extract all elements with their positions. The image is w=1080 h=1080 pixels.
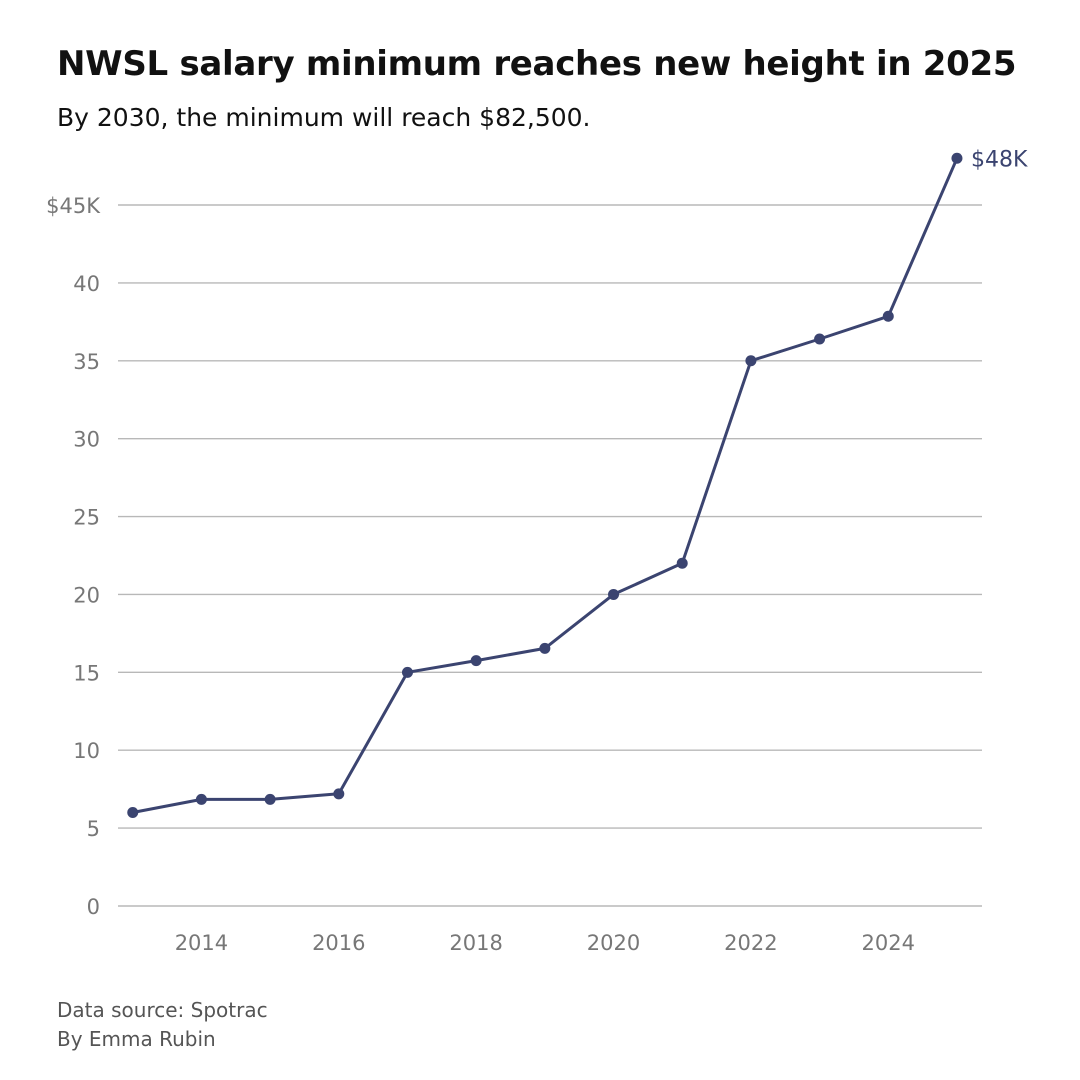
data-source-note: Data source: Spotrac <box>57 998 268 1022</box>
data-series <box>127 152 963 819</box>
end-value-label: $48K <box>971 147 1028 172</box>
data-point-2022 <box>745 355 757 367</box>
data-point-2014 <box>195 793 207 805</box>
data-point-2013 <box>127 807 139 819</box>
x-tick-label-2020: 2020 <box>587 931 640 955</box>
x-tick-label-2014: 2014 <box>175 931 228 955</box>
data-point-2020 <box>608 588 620 600</box>
y-axis-tick-labels: 0 5 10 15 20 25 30 35 40 $45K <box>46 194 101 919</box>
data-point-2019 <box>539 642 551 654</box>
x-tick-label-2018: 2018 <box>449 931 502 955</box>
y-tick-label-5: 5 <box>87 817 100 841</box>
data-point-2023 <box>814 333 826 345</box>
y-tick-label-35: 35 <box>73 350 100 374</box>
y-tick-label-10: 10 <box>73 739 100 763</box>
data-point-2015 <box>264 793 276 805</box>
data-labels: $48K <box>971 147 1028 172</box>
y-tick-label-30: 30 <box>73 428 100 452</box>
x-tick-label-2022: 2022 <box>724 931 777 955</box>
data-point-2021 <box>676 557 688 569</box>
x-tick-label-2016: 2016 <box>312 931 365 955</box>
y-tick-label-45: $45K <box>46 194 101 218</box>
data-point-2025 <box>951 152 963 164</box>
y-tick-label-25: 25 <box>73 506 100 530</box>
grid-lines <box>118 204 982 907</box>
y-tick-label-40: 40 <box>73 272 100 296</box>
series-line <box>131 156 959 814</box>
y-tick-label-0: 0 <box>87 895 100 919</box>
y-tick-label-15: 15 <box>73 661 100 685</box>
y-tick-label-20: 20 <box>73 583 100 607</box>
data-point-2024 <box>882 310 894 322</box>
data-point-2017 <box>401 666 413 678</box>
data-point-2016 <box>333 788 345 800</box>
chart-title: NWSL salary minimum reaches new height i… <box>57 44 1017 84</box>
x-axis-tick-labels: 2014 2016 2018 2020 2022 2024 <box>175 931 915 955</box>
chart-subtitle: By 2030, the minimum will reach $82,500. <box>57 103 591 132</box>
data-point-2018 <box>470 655 482 667</box>
byline: By Emma Rubin <box>57 1027 216 1051</box>
x-tick-label-2024: 2024 <box>862 931 915 955</box>
